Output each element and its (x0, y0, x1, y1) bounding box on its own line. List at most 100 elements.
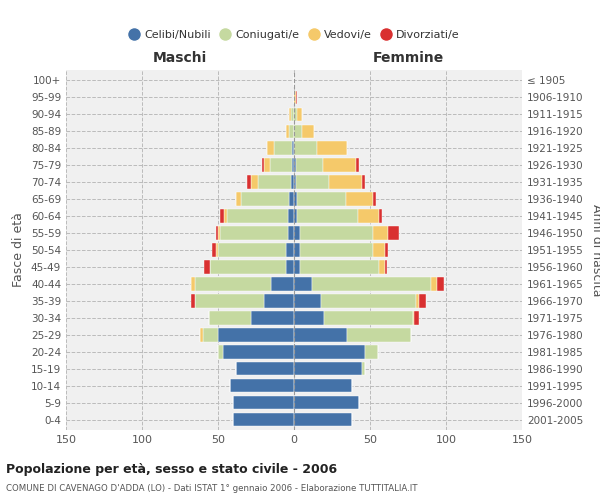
Bar (195, 294, 263, 308)
Bar (257, 176, 291, 188)
Bar (300, 260, 379, 274)
Bar (388, 226, 399, 239)
Bar (220, 226, 288, 239)
Bar (322, 294, 416, 308)
Bar (325, 312, 413, 324)
Bar (200, 328, 203, 342)
Bar (373, 226, 388, 239)
Bar (294, 278, 312, 290)
Bar (294, 328, 347, 342)
Bar (291, 108, 294, 121)
Bar (294, 124, 302, 138)
Bar (286, 260, 294, 274)
Bar (294, 176, 296, 188)
Bar (296, 176, 329, 188)
Bar (379, 260, 385, 274)
Bar (294, 210, 297, 222)
Bar (297, 210, 358, 222)
Bar (218, 346, 223, 358)
Bar (362, 362, 365, 376)
Bar (230, 379, 294, 392)
Bar (347, 328, 411, 342)
Y-axis label: Anni di nascita: Anni di nascita (590, 204, 600, 296)
Bar (209, 312, 251, 324)
Bar (262, 158, 263, 172)
Bar (300, 244, 373, 256)
Bar (217, 244, 218, 256)
Bar (211, 260, 286, 274)
Bar (431, 278, 437, 290)
Bar (294, 413, 352, 426)
Bar (288, 210, 294, 222)
Bar (297, 108, 302, 121)
Bar (296, 90, 297, 104)
Bar (294, 294, 322, 308)
Bar (300, 226, 373, 239)
Bar (292, 158, 294, 172)
Bar (233, 413, 294, 426)
Bar (292, 142, 294, 154)
Legend: Celibi/Nubili, Coniugati/e, Vedovi/e, Divorziati/e: Celibi/Nubili, Coniugati/e, Vedovi/e, Di… (124, 25, 464, 44)
Bar (294, 226, 300, 239)
Bar (289, 108, 291, 121)
Text: Femmine: Femmine (373, 51, 443, 65)
Bar (294, 312, 325, 324)
Bar (294, 396, 359, 409)
Bar (323, 158, 356, 172)
Bar (294, 158, 296, 172)
Bar (269, 158, 292, 172)
Bar (191, 278, 195, 290)
Bar (297, 192, 346, 205)
Bar (286, 124, 289, 138)
Bar (263, 294, 294, 308)
Bar (271, 278, 294, 290)
Bar (251, 312, 294, 324)
Bar (437, 278, 445, 290)
Bar (191, 294, 195, 308)
Bar (218, 244, 286, 256)
Bar (294, 379, 352, 392)
Bar (419, 294, 426, 308)
Bar (294, 346, 365, 358)
Bar (236, 192, 241, 205)
Bar (294, 260, 300, 274)
Bar (302, 124, 314, 138)
Bar (362, 176, 365, 188)
Bar (294, 362, 362, 376)
Bar (296, 158, 323, 172)
Bar (274, 142, 292, 154)
Bar (263, 158, 269, 172)
Bar (217, 226, 218, 239)
Y-axis label: Fasce di età: Fasce di età (13, 212, 25, 288)
Bar (291, 176, 294, 188)
Text: Maschi: Maschi (153, 51, 207, 65)
Bar (365, 346, 377, 358)
Bar (241, 192, 289, 205)
Text: Popolazione per età, sesso e stato civile - 2006: Popolazione per età, sesso e stato civil… (6, 462, 337, 475)
Bar (286, 244, 294, 256)
Bar (289, 192, 294, 205)
Bar (385, 260, 387, 274)
Bar (356, 158, 359, 172)
Bar (414, 312, 419, 324)
Bar (205, 260, 211, 274)
Bar (227, 210, 288, 222)
Bar (294, 244, 300, 256)
Bar (379, 210, 382, 222)
Bar (358, 210, 379, 222)
Bar (373, 244, 385, 256)
Bar (266, 142, 274, 154)
Bar (233, 396, 294, 409)
Bar (317, 142, 347, 154)
Bar (346, 192, 373, 205)
Bar (203, 328, 218, 342)
Bar (223, 346, 294, 358)
Bar (385, 244, 388, 256)
Bar (373, 192, 376, 205)
Bar (236, 362, 294, 376)
Bar (251, 176, 257, 188)
Bar (294, 192, 297, 205)
Bar (212, 244, 217, 256)
Bar (220, 210, 224, 222)
Text: COMUNE DI CAVENAGO D'ADDA (LO) - Dati ISTAT 1° gennaio 2006 - Elaborazione TUTTI: COMUNE DI CAVENAGO D'ADDA (LO) - Dati IS… (6, 484, 418, 493)
